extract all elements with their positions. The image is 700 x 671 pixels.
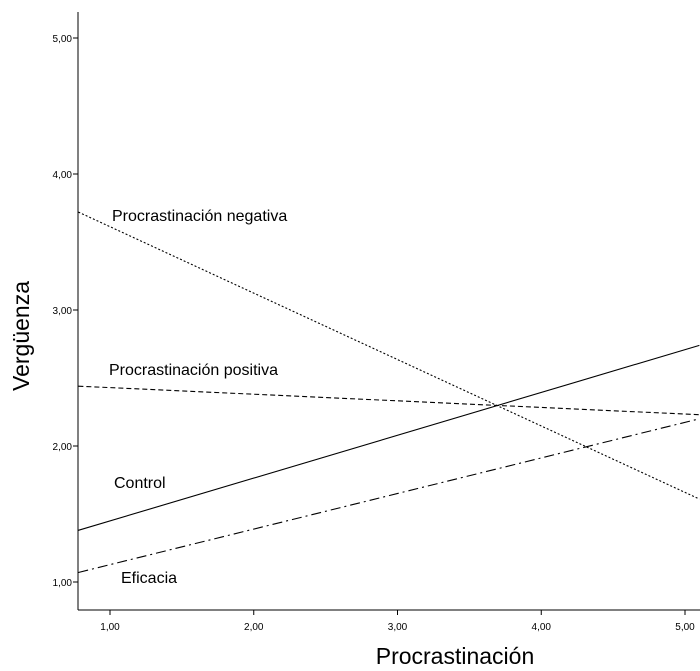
x-tick-label: 1,00 (100, 622, 120, 633)
series-label-eficacia: Eficacia (121, 570, 177, 587)
series-label-procrastinacion-negativa: Procrastinación negativa (112, 208, 287, 225)
y-tick-label: 5,00 (53, 34, 73, 45)
series-label-procrastinacion-positiva: Procrastinación positiva (109, 362, 278, 379)
series-line-eficacia (78, 418, 700, 574)
y-axis-title: Vergüenza (8, 281, 34, 391)
series-labels: Procrastinación negativa Procrastinación … (109, 208, 287, 587)
series-line-control (78, 344, 700, 531)
y-tick-label: 2,00 (53, 442, 73, 453)
y-tick-label: 1,00 (53, 578, 73, 589)
x-axis-title: Procrastinación (376, 643, 535, 666)
x-tick-label: 3,00 (388, 622, 408, 633)
x-tick-label: 4,00 (532, 622, 552, 633)
y-tick-label: 3,00 (53, 306, 73, 317)
series-lines (78, 211, 700, 574)
x-tick-label: 5,00 (675, 622, 695, 633)
series-line-procrastinacion-negativa (78, 211, 700, 500)
series-label-control: Control (114, 475, 166, 492)
series-line-procrastinacion-positiva (78, 385, 700, 416)
ticks: 1,00 2,00 3,00 4,00 5,00 1,00 2,00 3,00 4,00 5,00 (53, 34, 696, 633)
x-tick-label: 2,00 (244, 622, 264, 633)
y-tick-label: 4,00 (53, 170, 73, 181)
axes (77, 12, 700, 611)
